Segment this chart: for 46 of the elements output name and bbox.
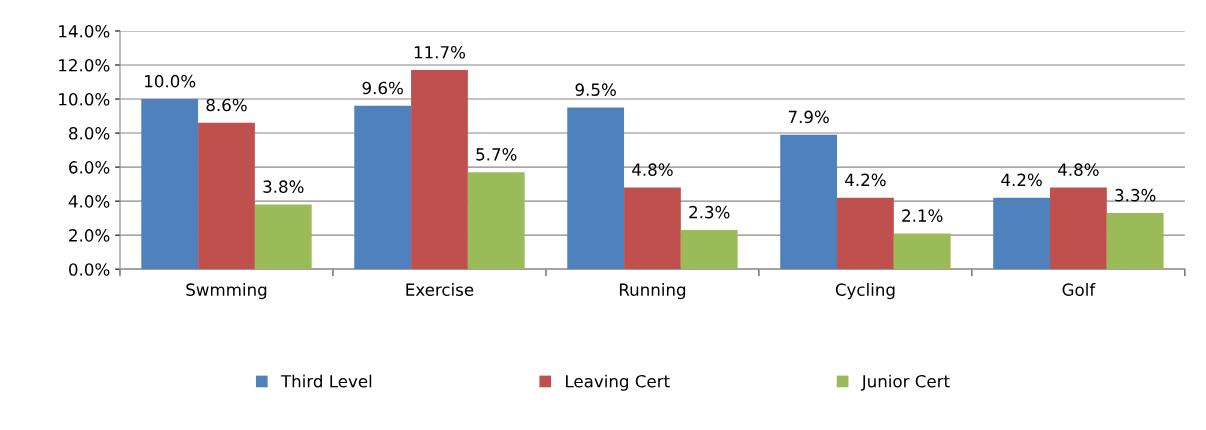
- x-tick-label: Golf: [1062, 283, 1096, 296]
- data-label: 4.8%: [1058, 163, 1099, 176]
- bar: [354, 105, 412, 270]
- bar: [198, 122, 255, 270]
- data-label: 11.7%: [414, 45, 466, 59]
- legend-label: Leaving Cert: [566, 374, 670, 391]
- data-label: 10.0%: [145, 74, 196, 88]
- data-label: 3.3%: [1115, 188, 1156, 202]
- data-label: 4.2%: [1001, 173, 1042, 187]
- y-tick-label: 14.0%: [59, 24, 110, 38]
- y-tick-label: 0.0%: [69, 263, 110, 276]
- bar: [1106, 213, 1164, 270]
- y-tick-label: 4.0%: [68, 195, 110, 208]
- data-label: 9.5%: [575, 83, 616, 96]
- bar: [467, 172, 525, 270]
- data-label: 4.8%: [632, 163, 673, 176]
- y-tick-label: 8.0%: [69, 127, 110, 140]
- bar: [1050, 187, 1107, 270]
- y-tick-label: 2.0%: [69, 229, 110, 242]
- bar: [567, 107, 625, 270]
- x-tick-label: Swmming: [186, 283, 267, 300]
- data-label: 3.8%: [263, 180, 304, 193]
- data-label: 2.1%: [902, 209, 943, 222]
- bar: [893, 233, 951, 270]
- x-tick-label: Running: [619, 283, 686, 300]
- x-tick-label: Cycling: [835, 283, 895, 300]
- bar: [680, 230, 738, 270]
- data-label: 8.6%: [206, 98, 247, 112]
- data-label: 2.3%: [689, 205, 730, 219]
- bar: [624, 187, 681, 270]
- bar: [254, 204, 312, 270]
- data-label: 9.6%: [362, 81, 403, 95]
- bar: [141, 99, 199, 270]
- legend-label: Junior Cert: [860, 374, 950, 391]
- bar: [993, 197, 1051, 270]
- y-tick-label: 10.0%: [59, 92, 110, 106]
- data-label: 4.2%: [845, 173, 886, 187]
- x-tick-label: Exercise: [406, 283, 474, 296]
- y-tick-label: 12.0%: [59, 58, 110, 72]
- bar: [780, 134, 838, 270]
- bar: [837, 197, 894, 270]
- y-tick-label: 6.0%: [69, 161, 110, 174]
- data-label: 7.9%: [788, 110, 829, 124]
- legend-label: Third Level: [280, 374, 372, 388]
- bar: [411, 70, 468, 270]
- data-label: 5.7%: [476, 148, 517, 161]
